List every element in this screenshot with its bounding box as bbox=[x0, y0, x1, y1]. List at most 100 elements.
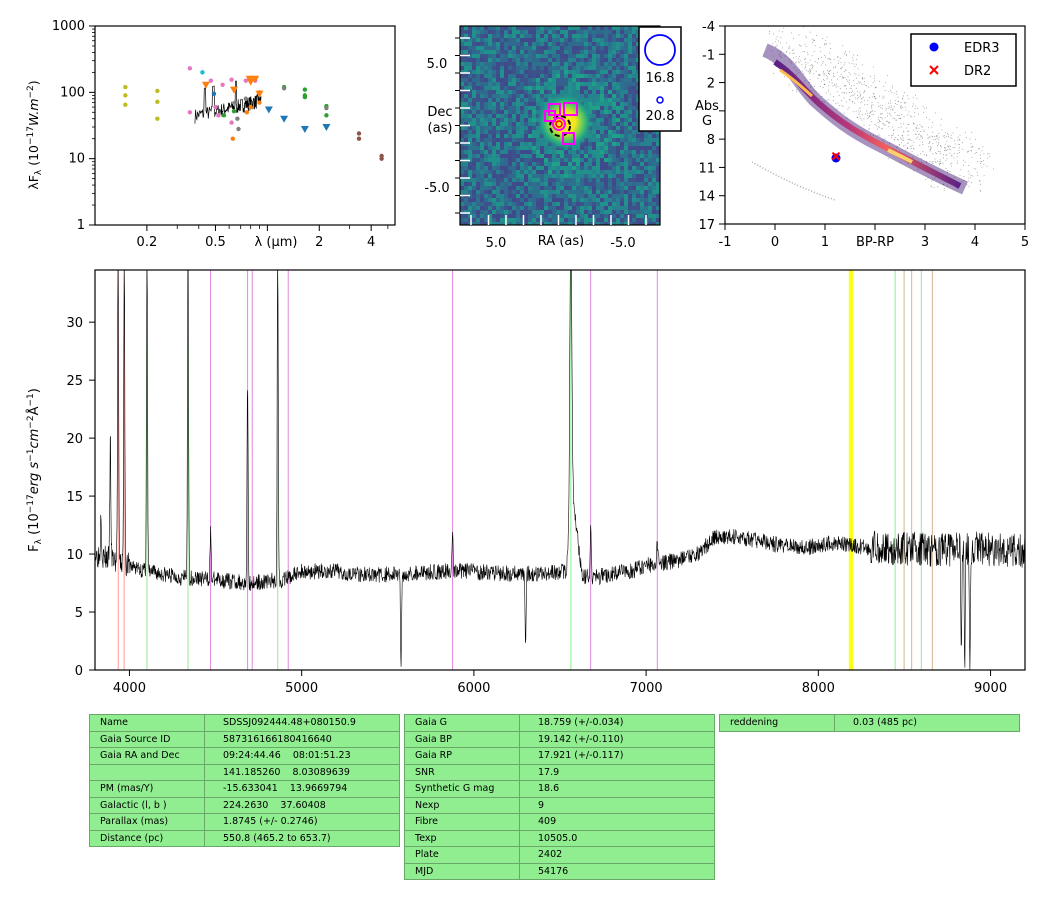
sed-photometry-point bbox=[123, 84, 128, 90]
image-pixel bbox=[500, 186, 504, 190]
image-pixel bbox=[536, 166, 540, 170]
image-pixel bbox=[580, 202, 584, 206]
image-pixel bbox=[500, 146, 504, 150]
hr-field-star bbox=[825, 64, 827, 66]
hr-field-star bbox=[839, 57, 841, 59]
image-pixel bbox=[492, 78, 496, 82]
image-pixel bbox=[636, 206, 640, 210]
image-pixel bbox=[572, 62, 576, 66]
spectrum-y-tick-label: 15 bbox=[66, 490, 83, 505]
image-pixel bbox=[504, 154, 508, 158]
image-pixel bbox=[584, 78, 588, 82]
image-pixel bbox=[592, 178, 596, 182]
hr-field-star bbox=[805, 65, 807, 67]
image-pixel bbox=[488, 90, 492, 94]
hr-field-star bbox=[900, 138, 902, 140]
image-pixel bbox=[500, 122, 504, 126]
image-pixel bbox=[536, 182, 540, 186]
image-pixel bbox=[608, 86, 612, 90]
dr2-legend-label: DR2 bbox=[964, 64, 991, 79]
image-pixel bbox=[584, 54, 588, 58]
hr-field-star bbox=[809, 72, 811, 74]
image-pixel bbox=[528, 170, 532, 174]
image-pixel bbox=[460, 198, 464, 202]
image-pixel bbox=[620, 58, 624, 62]
image-pixel bbox=[464, 170, 468, 174]
image-pixel bbox=[616, 110, 620, 114]
image-pixel bbox=[500, 190, 504, 194]
image-pixel bbox=[592, 182, 596, 186]
hr-field-star bbox=[867, 100, 869, 102]
image-pixel bbox=[532, 158, 536, 162]
image-pixel bbox=[500, 202, 504, 206]
image-pixel bbox=[540, 42, 544, 46]
hr-field-star bbox=[890, 107, 892, 109]
hr-field-star bbox=[811, 64, 813, 66]
image-pixel bbox=[648, 182, 652, 186]
hr-field-star bbox=[900, 137, 902, 139]
image-pixel bbox=[568, 210, 572, 214]
image-pixel bbox=[608, 54, 612, 58]
hr-field-star bbox=[979, 179, 981, 181]
image-pixel bbox=[624, 186, 628, 190]
hr-field-star bbox=[970, 146, 972, 148]
hr-field-star bbox=[946, 140, 948, 142]
image-pixel bbox=[464, 190, 468, 194]
table-key-cell: reddening bbox=[719, 714, 835, 732]
image-pixel bbox=[592, 34, 596, 38]
hr-field-star bbox=[910, 116, 912, 118]
hr-field-star bbox=[884, 138, 886, 140]
image-pixel bbox=[572, 198, 576, 202]
image-pixel bbox=[564, 90, 568, 94]
image-pixel bbox=[632, 138, 636, 142]
image-pixel bbox=[484, 210, 488, 214]
image-pixel bbox=[480, 150, 484, 154]
image-pixel bbox=[544, 86, 548, 90]
image-pixel bbox=[572, 38, 576, 42]
hr-field-star bbox=[874, 96, 876, 98]
image-pixel bbox=[636, 50, 640, 54]
image-pixel bbox=[548, 86, 552, 90]
image-pixel bbox=[528, 62, 532, 66]
image-pixel bbox=[604, 142, 608, 146]
hr-field-star bbox=[893, 92, 895, 94]
image-pixel bbox=[628, 82, 632, 86]
image-pixel bbox=[588, 98, 592, 102]
image-pixel bbox=[576, 222, 580, 225]
image-pixel bbox=[544, 62, 548, 66]
hr-field-star bbox=[980, 157, 982, 159]
image-pixel bbox=[504, 146, 508, 150]
image-pixel bbox=[508, 158, 512, 162]
image-pixel bbox=[544, 30, 548, 34]
image-pixel bbox=[468, 122, 472, 126]
hr-y-tick-label: 17 bbox=[698, 218, 715, 233]
image-pixel bbox=[592, 74, 596, 78]
hr-field-star bbox=[843, 112, 845, 114]
hr-field-star bbox=[834, 83, 836, 85]
hr-field-star bbox=[868, 115, 870, 117]
hr-field-star bbox=[877, 121, 879, 123]
image-pixel bbox=[588, 50, 592, 54]
hr-field-star bbox=[929, 161, 931, 163]
image-pixel bbox=[516, 42, 520, 46]
image-pixel bbox=[624, 30, 628, 34]
image-pixel bbox=[572, 182, 576, 186]
image-pixel bbox=[604, 186, 608, 190]
sed-x-tick-label: 0.2 bbox=[137, 235, 158, 250]
image-pixel bbox=[628, 26, 632, 30]
image-pixel bbox=[556, 166, 560, 170]
image-pixel bbox=[512, 38, 516, 42]
hr-field-star bbox=[843, 52, 845, 54]
image-pixel bbox=[620, 42, 624, 46]
hr-field-star bbox=[932, 131, 934, 133]
image-pixel bbox=[604, 86, 608, 90]
image-pixel bbox=[564, 174, 568, 178]
sed-photometry-point bbox=[216, 113, 221, 118]
sed-photometry-point bbox=[155, 88, 160, 94]
image-pixel bbox=[568, 30, 572, 34]
image-pixel bbox=[592, 138, 596, 142]
image-pixel bbox=[528, 222, 532, 225]
image-pixel bbox=[492, 174, 496, 178]
image-pixel bbox=[472, 150, 476, 154]
